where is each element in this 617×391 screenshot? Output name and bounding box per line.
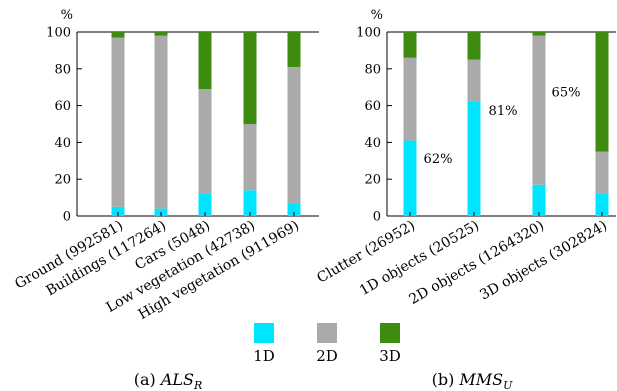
bar-segment-3d: [111, 32, 125, 38]
annotation-label: 62%: [424, 152, 453, 167]
bar-segment-1d: [467, 101, 481, 216]
legend-swatch-3d: [380, 323, 400, 343]
annotation-label: 65%: [552, 86, 581, 101]
y-tick-label: 80: [54, 62, 71, 77]
y-tick-label: 20: [54, 173, 71, 188]
bar-segment-2d: [198, 89, 212, 194]
y-tick-label: 20: [364, 173, 381, 188]
y-tick-label: 0: [373, 210, 381, 225]
bar-segment-1d: [243, 190, 257, 216]
y-tick-label: 100: [46, 26, 71, 41]
legend-swatch-2d: [317, 323, 337, 343]
bar-segment-2d: [403, 57, 417, 141]
bar-segment-2d: [111, 37, 125, 207]
y-tick-label: 60: [364, 99, 381, 114]
y-tick-label: 80: [364, 62, 381, 77]
bar-segment-3d: [154, 32, 168, 36]
bar-segment-2d: [287, 66, 301, 204]
caption-mms: (b) MMSU: [432, 370, 514, 391]
bar-segment-2d: [467, 59, 481, 102]
legend-label-1d: 1D: [253, 347, 275, 365]
bar-segment-3d: [595, 32, 609, 152]
bar-segment-3d: [467, 32, 481, 60]
annotation-label: 81%: [489, 104, 518, 119]
y-axis-label: %: [61, 8, 73, 23]
bar-segment-3d: [198, 32, 212, 90]
y-tick-label: 100: [356, 26, 381, 41]
y-axis-label: %: [371, 8, 383, 23]
y-tick-label: 40: [364, 136, 381, 151]
bar-segment-2d: [595, 151, 609, 194]
bar-segment-3d: [243, 32, 257, 124]
bar-segment-1d: [595, 193, 609, 216]
bar-segment-2d: [532, 35, 546, 185]
bar-segment-3d: [532, 32, 546, 36]
legend: 1D 2D 3D: [253, 323, 401, 365]
bar-segment-1d: [111, 206, 125, 216]
bar-segment-1d: [198, 193, 212, 216]
bar-segment-3d: [403, 32, 417, 58]
caption-als: (a) ALSR: [134, 370, 203, 391]
bar-segment-2d: [154, 35, 168, 209]
bar-segment-1d: [287, 203, 301, 216]
bar-segment-2d: [243, 124, 257, 191]
bar-segment-3d: [287, 32, 301, 67]
legend-swatch-1d: [254, 323, 274, 343]
y-tick-label: 60: [54, 99, 71, 114]
y-tick-label: 0: [63, 210, 71, 225]
legend-label-3d: 3D: [379, 347, 401, 365]
y-tick-label: 40: [54, 136, 71, 151]
bar-segment-1d: [532, 184, 546, 216]
bar-segment-1d: [403, 140, 417, 216]
legend-label-2d: 2D: [316, 347, 338, 365]
